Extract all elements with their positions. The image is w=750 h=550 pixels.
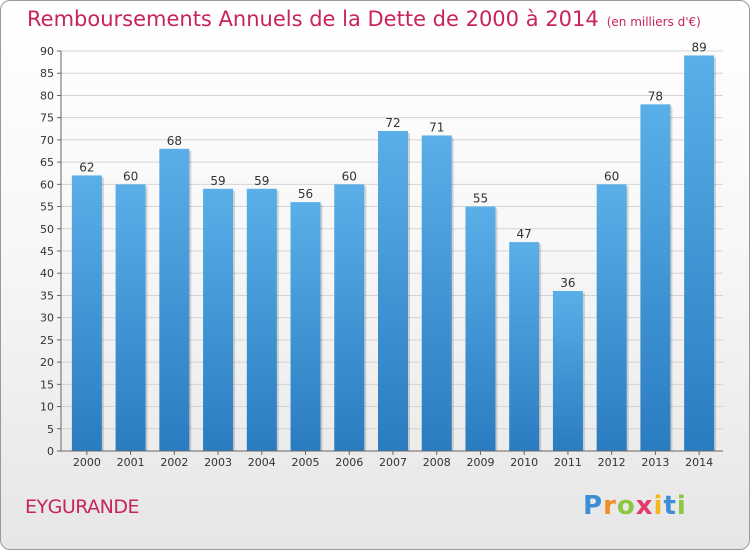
y-tick-label: 90 (40, 45, 54, 58)
commune-name: EYGURANDE (25, 496, 140, 518)
x-tick-label: 2001 (117, 456, 145, 469)
x-tick-label: 2002 (160, 456, 188, 469)
y-tick-label: 10 (40, 401, 54, 414)
y-tick-label: 0 (47, 445, 54, 458)
y-tick-label: 65 (40, 156, 54, 169)
bar-2001 (115, 184, 146, 452)
bar-2014 (684, 55, 715, 451)
bar-2008 (421, 135, 452, 451)
x-tick-label: 2007 (379, 456, 407, 469)
y-tick-label: 25 (40, 334, 54, 347)
value-label: 56 (298, 187, 313, 201)
labels: 62 60 68 59 59 56 60 72 71 55 47 36 60 78 89 (79, 40, 707, 290)
x-tick-label: 2008 (423, 456, 451, 469)
y-tick-label: 85 (40, 67, 54, 80)
bars (71, 55, 717, 452)
bar-2010 (509, 242, 540, 451)
x-tick-label: 2014 (685, 456, 713, 469)
y-tick-label: 45 (40, 245, 54, 258)
value-label: 47 (517, 227, 532, 241)
x-tick-label: 2000 (73, 456, 101, 469)
bar-2005 (290, 202, 321, 451)
value-label: 71 (429, 120, 444, 134)
chart-title-text: Remboursements Annuels de la Dette de 20… (27, 7, 599, 31)
y-tick-label: 50 (40, 223, 54, 236)
bar-2002 (159, 148, 190, 451)
x-tick-label: 2010 (510, 456, 538, 469)
bar-2012 (596, 184, 627, 452)
value-label: 60 (123, 169, 138, 183)
bar-2006 (334, 184, 365, 452)
x-tick-label: 2009 (466, 456, 494, 469)
bar-2007 (378, 131, 408, 451)
bar-2003 (203, 188, 234, 451)
value-label: 60 (342, 169, 357, 183)
value-label: 55 (473, 192, 488, 206)
bar-2013 (640, 104, 671, 451)
y-tick-label: 80 (40, 89, 54, 102)
x-tick-label: 2003 (204, 456, 232, 469)
bar-2004 (246, 188, 277, 451)
bar-2000 (71, 175, 102, 451)
value-label: 59 (254, 174, 269, 188)
x-tick-label: 2005 (292, 456, 320, 469)
value-label: 78 (648, 89, 663, 103)
y-tick-label: 70 (40, 134, 54, 147)
chart-title: Remboursements Annuels de la Dette de 20… (27, 7, 701, 31)
value-label: 68 (167, 134, 182, 148)
value-label: 36 (560, 276, 575, 290)
y-tick-label: 55 (40, 201, 54, 214)
x-tick-label: 2006 (335, 456, 363, 469)
y-tick-label: 5 (47, 423, 54, 436)
x-tick-label: 2011 (554, 456, 582, 469)
y-tick-label: 40 (40, 267, 54, 280)
axes: 0 5 10 15 20 25 30 35 40 45 50 55 60 65 70 75 80 85 90 2000… (40, 45, 723, 469)
y-tick-label: 75 (40, 112, 54, 125)
value-label: 62 (79, 160, 94, 174)
value-label: 89 (691, 40, 706, 54)
x-tick-label: 2013 (641, 456, 669, 469)
y-tick-label: 60 (40, 178, 54, 191)
x-tick-label: 2012 (598, 456, 626, 469)
y-tick-label: 30 (40, 312, 54, 325)
x-tick-label: 2004 (248, 456, 276, 469)
chart-subtitle: (en milliers d'€) (606, 15, 701, 29)
proxiti-logo[interactable]: Proxiti (583, 491, 687, 521)
y-tick-label: 35 (40, 289, 54, 302)
y-tick-label: 15 (40, 378, 54, 391)
value-label: 72 (385, 116, 400, 130)
value-label: 59 (210, 174, 225, 188)
bar-2009 (465, 206, 496, 451)
y-tick-label: 20 (40, 356, 54, 369)
bar-2011 (552, 291, 583, 451)
value-label: 60 (604, 169, 619, 183)
